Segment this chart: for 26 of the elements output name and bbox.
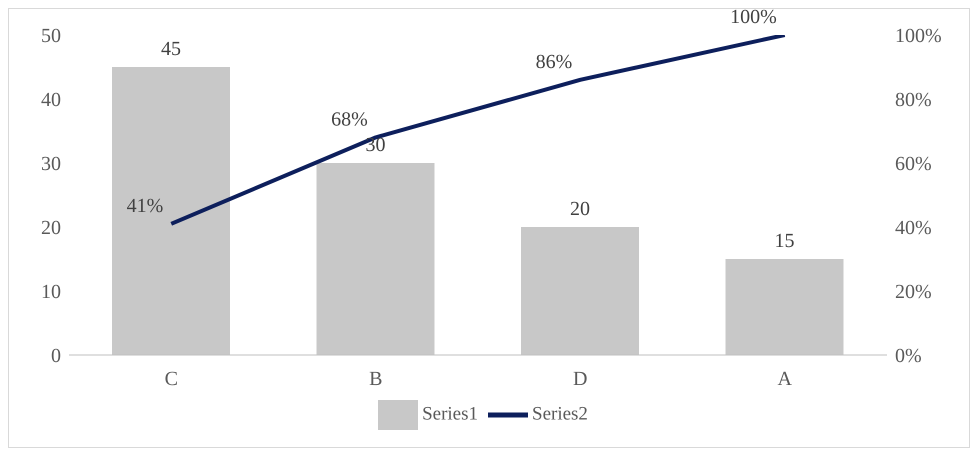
y2-tick-label: 60% — [895, 153, 932, 176]
data-label: 41% — [126, 194, 164, 217]
y2-tick-label: 0% — [895, 345, 922, 368]
y-tick-label: 20 — [41, 217, 61, 240]
data-label: 45 — [161, 38, 181, 60]
x-tick-label: D — [573, 368, 588, 390]
x-tick-label: B — [369, 368, 382, 390]
legend-label: Series2 — [532, 403, 588, 424]
data-label: 30 — [366, 134, 386, 156]
y2-tick-label: 100% — [895, 25, 942, 48]
y-tick-label: 0 — [51, 345, 61, 368]
y-tick-label: 10 — [41, 281, 61, 304]
data-label: 100% — [730, 6, 777, 28]
data-label: 20 — [570, 198, 590, 220]
y-tick-label: 50 — [41, 25, 61, 48]
y2-tick-label: 20% — [895, 281, 932, 304]
y2-tick-label: 80% — [895, 89, 932, 112]
x-tick-label: C — [164, 368, 178, 390]
y2-tick-label: 40% — [895, 217, 932, 240]
y-tick-label: 40 — [41, 89, 61, 112]
x-tick-label: A — [778, 368, 793, 390]
data-label: 68% — [331, 108, 368, 130]
y-tick-label: 30 — [41, 153, 61, 176]
data-label: 15 — [774, 230, 794, 252]
data-label: 86% — [536, 50, 572, 73]
legend-label: Series1 — [422, 403, 478, 424]
